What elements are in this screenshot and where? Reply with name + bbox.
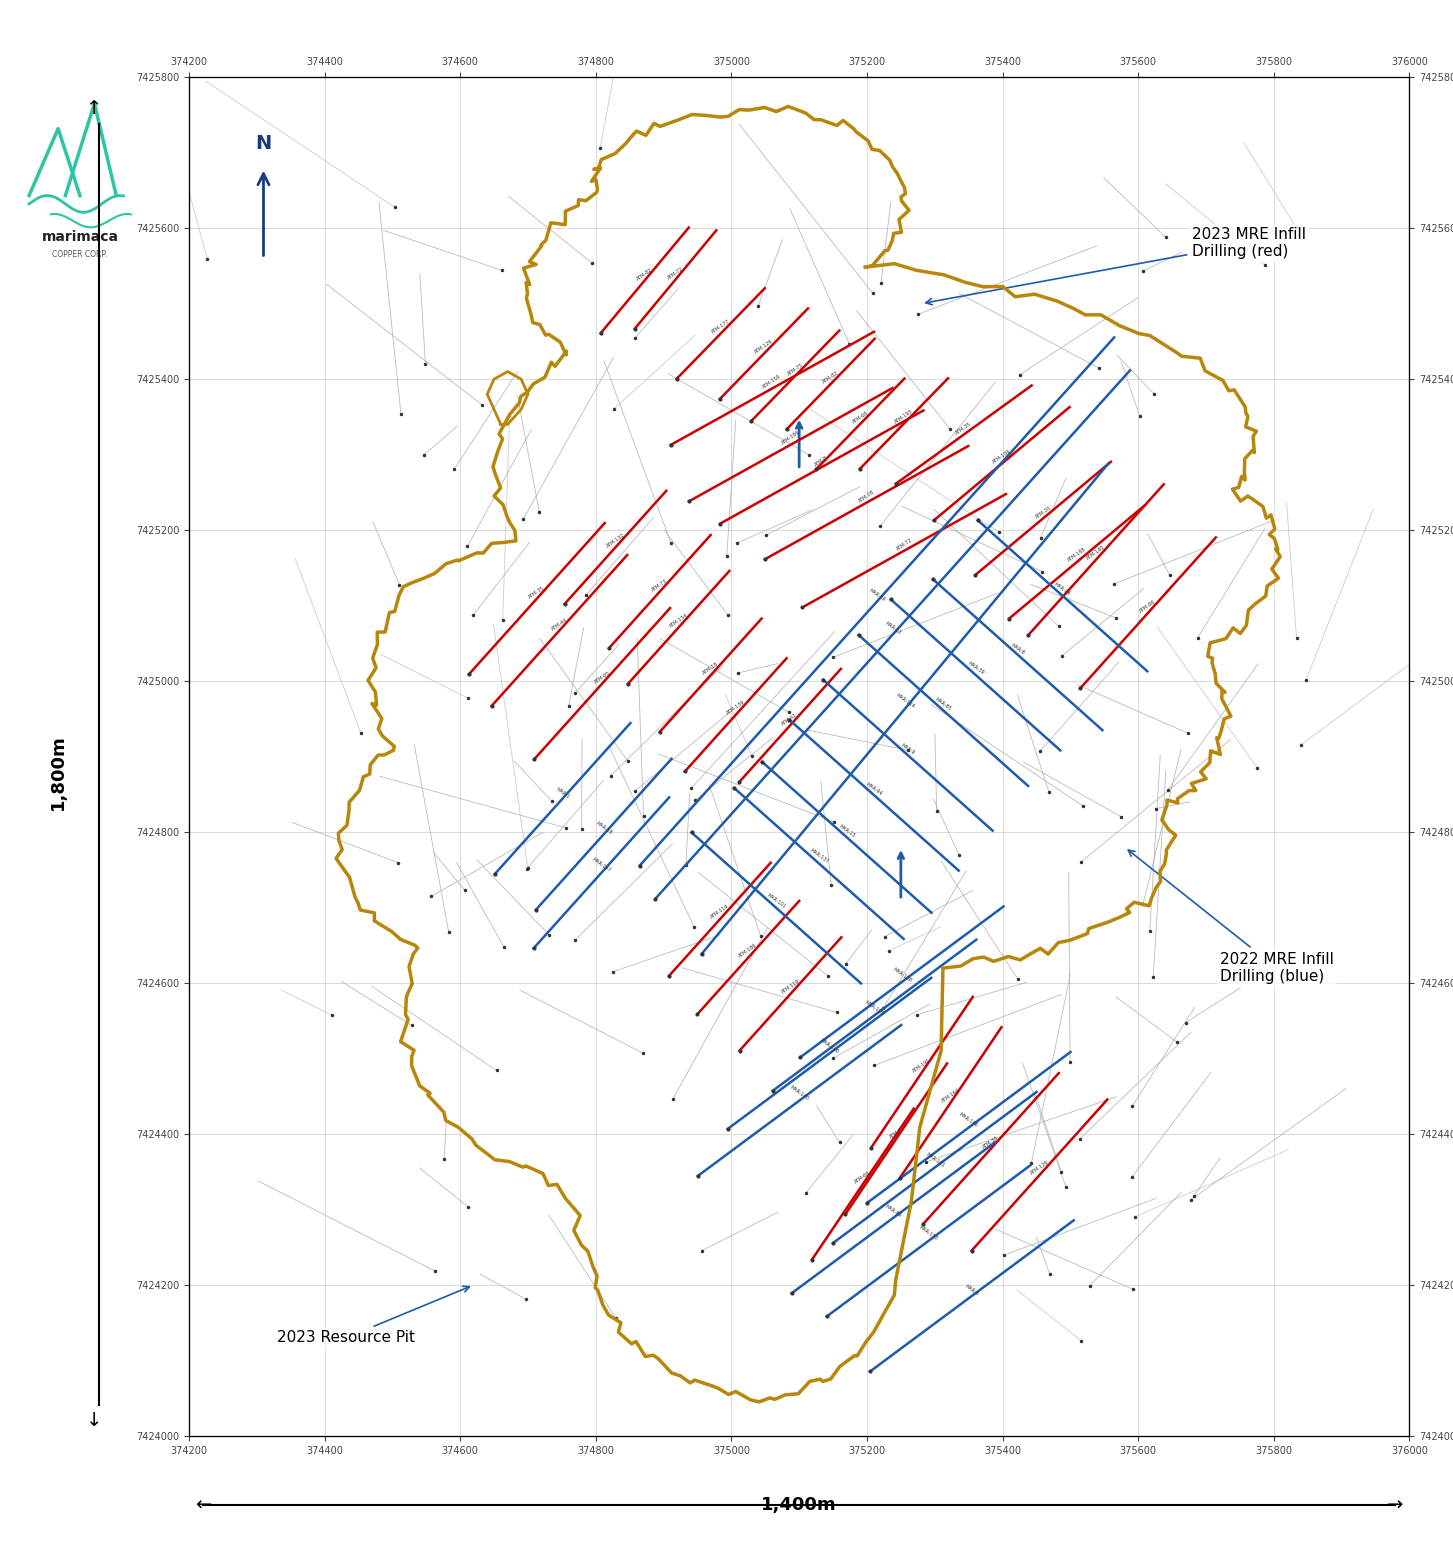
Text: 2022 MRE Infill
Drilling (blue): 2022 MRE Infill Drilling (blue) xyxy=(1128,851,1334,984)
Text: MAR-94: MAR-94 xyxy=(865,781,883,797)
Text: ATM-188: ATM-188 xyxy=(1067,547,1087,564)
Text: ←: ← xyxy=(195,1496,212,1515)
Text: ATM-68: ATM-68 xyxy=(851,411,869,425)
Text: ATM-186: ATM-186 xyxy=(780,429,801,446)
Text: MAR-114: MAR-114 xyxy=(895,693,915,710)
Text: ATM-180: ATM-180 xyxy=(1085,545,1106,560)
Text: MAR-39: MAR-39 xyxy=(966,661,985,676)
Text: COPPER CORP.: COPPER CORP. xyxy=(52,250,108,258)
Text: ATM-38: ATM-38 xyxy=(982,1135,1000,1149)
Text: ATM-82: ATM-82 xyxy=(822,371,840,384)
Text: ATM-20: ATM-20 xyxy=(1035,505,1052,519)
Text: MAR-153: MAR-153 xyxy=(918,1226,939,1241)
Text: ATM-156: ATM-156 xyxy=(761,374,783,389)
Text: ATM-18: ATM-18 xyxy=(702,662,719,676)
Text: ATM-82: ATM-82 xyxy=(636,267,654,281)
Text: ATM-35: ATM-35 xyxy=(527,585,546,599)
Text: MAR-24: MAR-24 xyxy=(1053,582,1072,596)
Text: ATM-28: ATM-28 xyxy=(857,489,875,503)
Text: ATM-35: ATM-35 xyxy=(955,422,972,435)
Text: MAR-188: MAR-188 xyxy=(892,967,912,984)
Text: MAR-109: MAR-109 xyxy=(865,999,885,1016)
Text: ATM-88: ATM-88 xyxy=(1139,599,1157,615)
Text: ATM-126: ATM-126 xyxy=(754,338,774,355)
Text: →: → xyxy=(1386,1496,1404,1515)
Text: ATM-126: ATM-126 xyxy=(1029,1160,1049,1177)
Text: MAR-85: MAR-85 xyxy=(934,696,953,712)
Text: ATM-193: ATM-193 xyxy=(894,408,914,425)
Text: MAR-15: MAR-15 xyxy=(837,823,856,838)
Text: 2023 MRE Infill
Drilling (red): 2023 MRE Infill Drilling (red) xyxy=(926,227,1306,304)
Text: ATM-154: ATM-154 xyxy=(668,611,689,628)
Text: ATM-186: ATM-186 xyxy=(738,942,758,959)
Text: 2023 Resource Pit: 2023 Resource Pit xyxy=(278,1286,469,1345)
Text: ↓: ↓ xyxy=(86,1411,103,1430)
Text: MAR-9: MAR-9 xyxy=(899,743,915,757)
Text: ATM-191: ATM-191 xyxy=(912,1058,931,1073)
Text: 1,400m: 1,400m xyxy=(761,1496,837,1515)
Text: MAR-146: MAR-146 xyxy=(819,1038,840,1055)
Text: ATM-8: ATM-8 xyxy=(814,455,830,468)
Text: MAR-137: MAR-137 xyxy=(808,848,830,865)
Text: MAR-161: MAR-161 xyxy=(924,1152,946,1169)
Text: ATM-73: ATM-73 xyxy=(651,577,668,593)
Text: MAR-59: MAR-59 xyxy=(867,588,886,602)
Text: ATM-139: ATM-139 xyxy=(725,699,745,716)
Text: marimaca: marimaca xyxy=(42,230,118,244)
Text: MAR-6: MAR-6 xyxy=(965,1283,979,1297)
Text: ATM-41: ATM-41 xyxy=(782,712,799,726)
Text: ATM-72: ATM-72 xyxy=(895,537,912,551)
Text: MAR-89: MAR-89 xyxy=(885,1204,902,1218)
Text: ATM-66: ATM-66 xyxy=(854,1170,872,1186)
Text: ATM-7: ATM-7 xyxy=(888,1127,904,1139)
Text: 1,800m: 1,800m xyxy=(49,733,67,811)
Text: MAR-53: MAR-53 xyxy=(883,621,902,636)
Text: MAR-140: MAR-140 xyxy=(789,1085,809,1101)
Text: MAR-8: MAR-8 xyxy=(1010,642,1026,656)
Text: ATM-132: ATM-132 xyxy=(606,533,626,548)
Text: ATM-72: ATM-72 xyxy=(667,266,684,281)
Text: ATM-164: ATM-164 xyxy=(940,1087,960,1104)
Text: ATM-177: ATM-177 xyxy=(711,318,731,335)
Text: ATM-106: ATM-106 xyxy=(991,448,1011,465)
Text: MAR-58: MAR-58 xyxy=(594,820,613,835)
Text: MAR-196: MAR-196 xyxy=(959,1112,979,1129)
Text: MAR-1: MAR-1 xyxy=(555,786,571,800)
Text: MAR-101: MAR-101 xyxy=(766,892,786,909)
Text: ATM-75: ATM-75 xyxy=(786,363,804,377)
Text: ATM-119: ATM-119 xyxy=(780,979,801,994)
Text: ATM-44: ATM-44 xyxy=(551,618,568,631)
Text: ↑: ↑ xyxy=(86,99,103,117)
Text: N: N xyxy=(256,134,272,153)
Text: ATM-119: ATM-119 xyxy=(709,905,729,920)
Text: ATM-65: ATM-65 xyxy=(593,670,612,684)
Text: MAR-147: MAR-147 xyxy=(591,857,612,874)
